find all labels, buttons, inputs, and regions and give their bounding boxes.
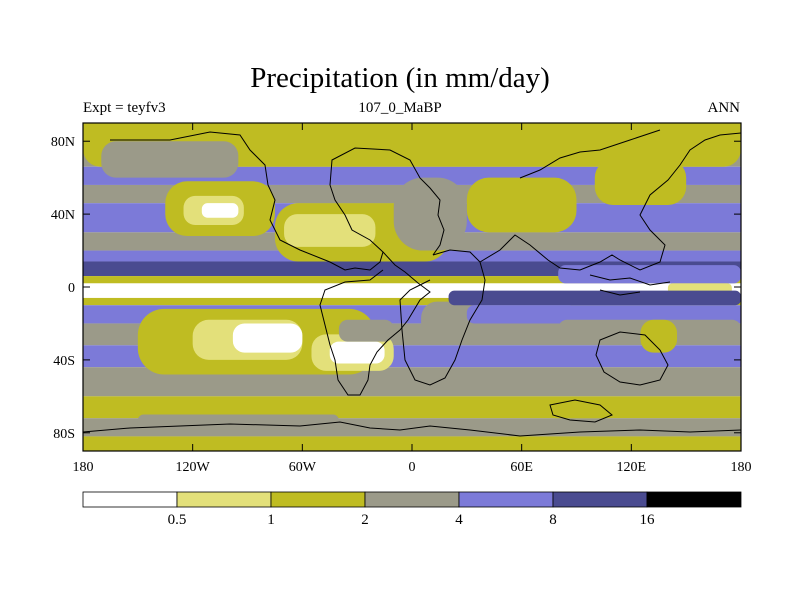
colorbar-swatch-4: [458, 491, 554, 508]
precip-region-23: [549, 399, 614, 419]
x-tick-label: 120W: [176, 460, 211, 475]
precip-region-8: [466, 177, 577, 233]
season-label: ANN: [707, 100, 741, 116]
colorbar-label: 2: [361, 512, 369, 528]
zonal-band-10: [83, 297, 741, 306]
colorbar-swatch-5: [552, 491, 648, 508]
y-tick-label: 40N: [51, 208, 75, 223]
x-tick-label: 120E: [617, 460, 647, 475]
colorbar-swatch-3: [364, 491, 460, 508]
precip-region-22: [640, 319, 678, 353]
colorbar-swatch-2: [270, 491, 366, 508]
colorbar-swatch-0: [82, 491, 178, 508]
y-tick-label: 40S: [53, 354, 75, 369]
colorbar-label: 16: [640, 512, 656, 528]
coastline-asia: [479, 129, 741, 271]
colorbar-swatch-1: [176, 491, 272, 508]
precip-region-7: [393, 177, 467, 251]
colorbar-label: 1: [267, 512, 275, 528]
y-tick-label: 0: [68, 281, 75, 296]
precip-region-6: [284, 214, 376, 247]
colorbar-swatch-6: [646, 491, 742, 508]
coastline-europe-africa: [399, 249, 486, 386]
time-period-label: 107_0_MaBP: [358, 100, 442, 116]
precip-region-0: [83, 123, 741, 167]
precip-region-17: [338, 319, 394, 342]
zonal-band-2: [83, 166, 741, 185]
coastline-antarctica: [83, 421, 741, 437]
colorbar-label: 4: [455, 512, 463, 528]
coastline-australia: [549, 331, 669, 423]
precip-region-16: [329, 341, 385, 364]
chart-title: Precipitation (in mm/day): [250, 62, 550, 94]
precip-region-4: [201, 203, 239, 218]
coastline-layer: [83, 129, 741, 437]
precip-region-20: [466, 305, 577, 324]
x-tick-label: 180: [73, 460, 94, 475]
axes: 180 120W 60W 0 60E 120E 180 80N 40N 0 40S 80S: [51, 123, 752, 475]
x-tick-label: 180: [731, 460, 752, 475]
colorbar-label: 8: [549, 512, 557, 528]
x-tick-label: 0: [409, 460, 416, 475]
zonal-band-17: [83, 436, 741, 451]
experiment-label: Expt = teyfv3: [83, 100, 166, 116]
x-tick-label: 60E: [510, 460, 533, 475]
precip-region-14: [232, 323, 303, 353]
precip-region-19: [448, 290, 741, 306]
precip-region-9: [594, 159, 687, 205]
x-tick-label: 60W: [289, 460, 317, 475]
contour-fill-layer: [83, 123, 741, 451]
colorbar-label: 0.5: [168, 512, 187, 528]
precip-region-1: [101, 141, 239, 178]
zonal-band-8: [83, 276, 741, 284]
coastline-maritime-continent: [589, 274, 671, 296]
coastline-south-america: [319, 251, 431, 396]
y-tick-label: 80N: [51, 135, 75, 150]
colorbar: 0.5 1 2 4 8 16: [82, 491, 742, 528]
y-tick-label: 80S: [53, 427, 75, 442]
